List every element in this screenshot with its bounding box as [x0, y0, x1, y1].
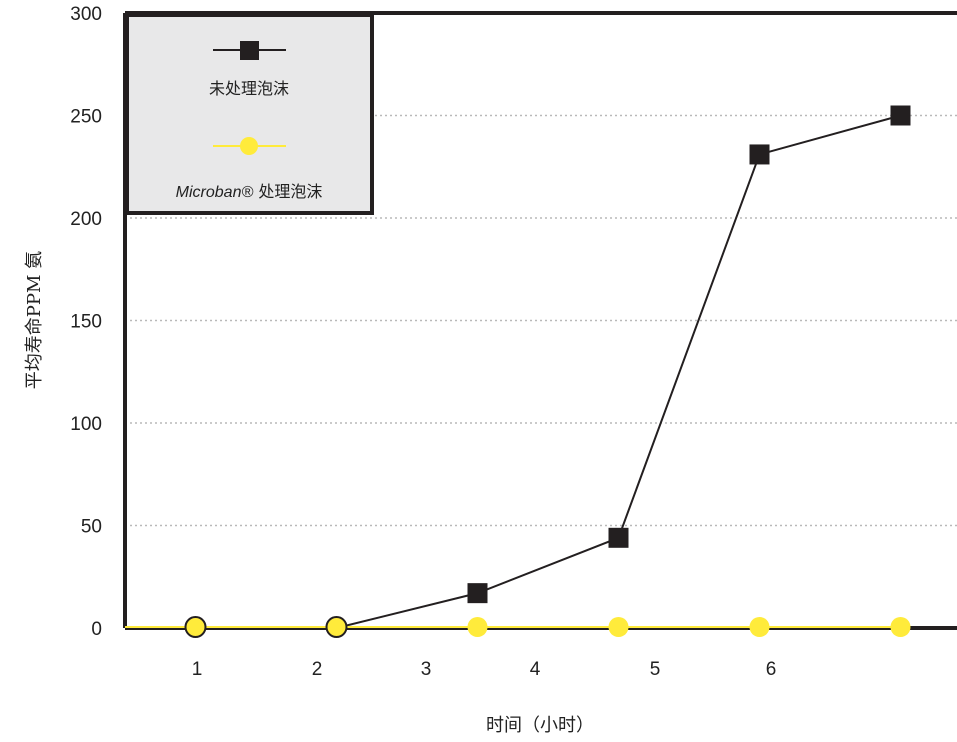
series-markers: [184, 105, 911, 638]
x-tick-labels: 1 2 3 4 5 6: [192, 659, 777, 680]
marker-microban: [184, 616, 207, 638]
legend: 未处理泡沫 Microban® 处理泡沫: [125, 13, 374, 215]
gridlines: [125, 114, 957, 527]
series-lines: [125, 114, 957, 630]
legend-label-series-2-rest: 处理泡沫: [253, 182, 322, 201]
y-tick-label: 150: [70, 312, 102, 333]
y-axis-title: 平均寿命PPM 氨: [24, 251, 45, 389]
marker-untreated: [890, 105, 911, 126]
legend-marker-series-1: [240, 41, 259, 60]
marker-microban: [467, 617, 488, 637]
x-tick-label: 5: [650, 659, 661, 680]
marker-untreated: [467, 583, 488, 604]
x-tick-label: 6: [766, 659, 777, 680]
marker-microban: [608, 617, 629, 637]
legend-label-series-2-brand: Microban®: [176, 184, 254, 201]
x-tick-label: 2: [312, 659, 323, 680]
x-tick-label: 3: [421, 659, 432, 680]
x-axis-title: 时间（小时）: [486, 715, 594, 736]
y-tick-labels: 0 50 100 150 200 250 300: [70, 4, 102, 640]
marker-microban: [325, 616, 348, 638]
marker-untreated: [608, 527, 629, 548]
y-tick-label: 100: [70, 414, 102, 435]
y-tick-label: 250: [70, 107, 102, 128]
marker-microban: [749, 617, 770, 637]
y-tick-label: 50: [81, 517, 102, 538]
legend-label-series-2: Microban® 处理泡沫: [176, 182, 323, 201]
y-tick-label: 0: [91, 619, 102, 640]
y-tick-label: 200: [70, 209, 102, 230]
x-tick-label: 1: [192, 659, 203, 680]
y-tick-label: 300: [70, 4, 102, 25]
legend-label-series-1: 未处理泡沫: [209, 79, 289, 98]
legend-marker-series-2: [240, 137, 258, 155]
x-tick-label: 4: [530, 659, 541, 680]
marker-untreated: [749, 144, 770, 165]
marker-microban: [890, 617, 911, 637]
